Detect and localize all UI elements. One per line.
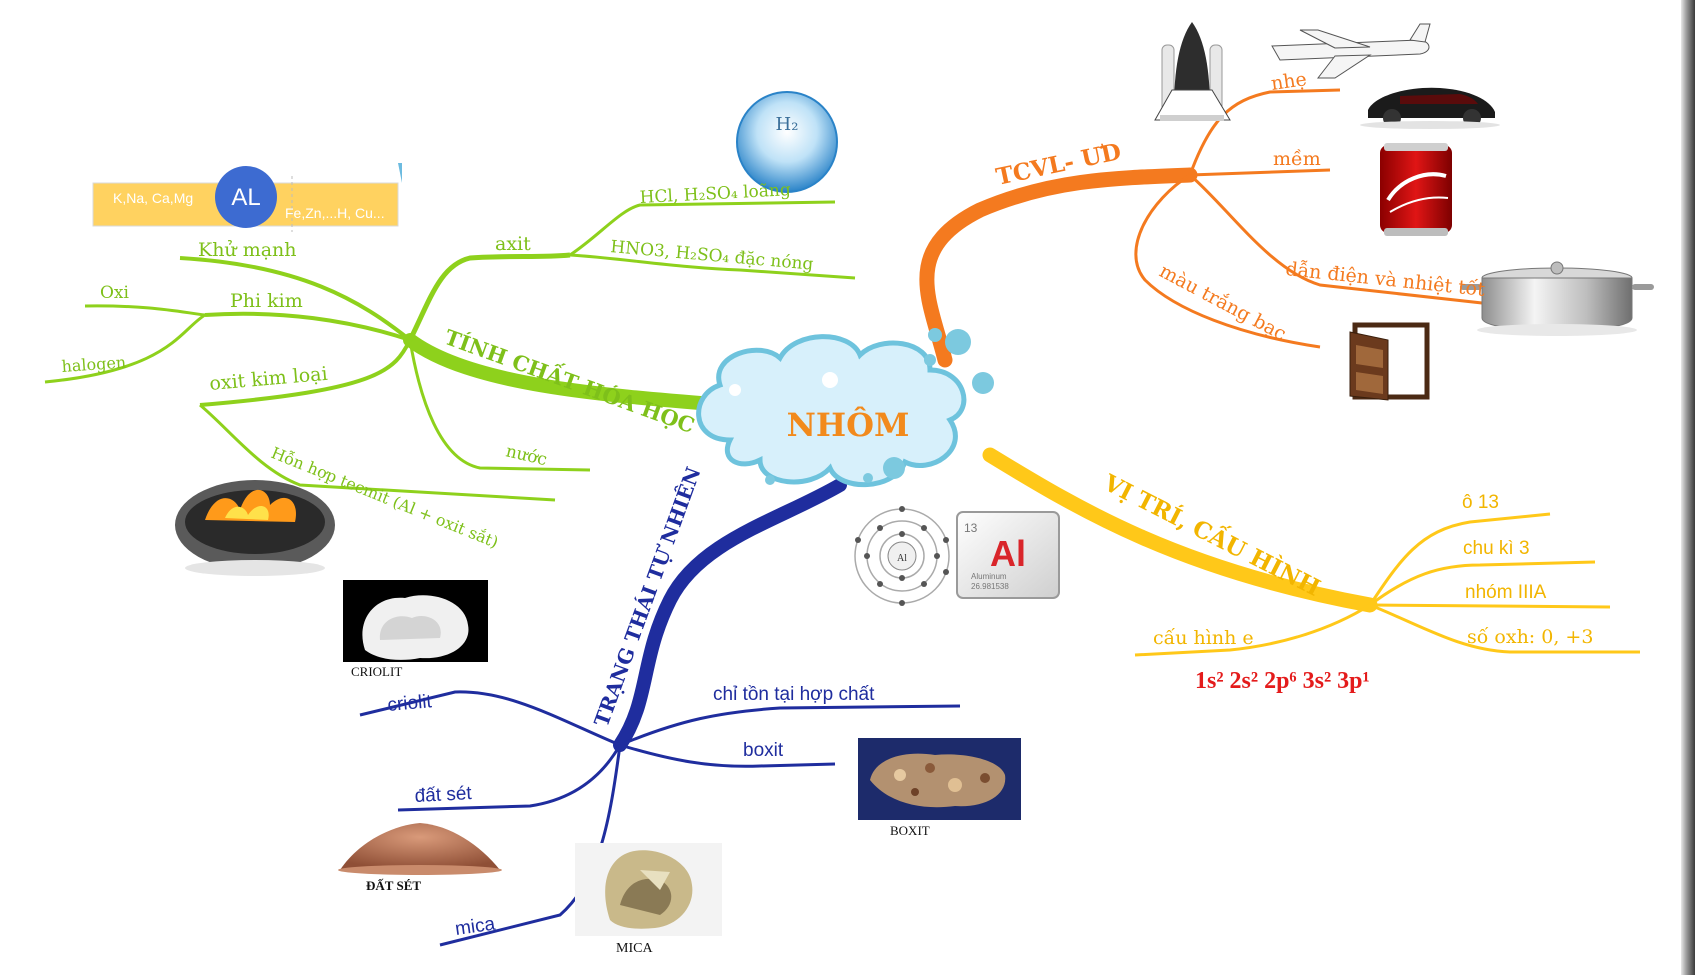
window-edge [1681,0,1695,975]
branch-position [982,447,1640,657]
caption-criolit: CRIOLIT [351,664,402,679]
atom-diagram-icon: Al [854,506,950,606]
nature-criolit: criolit [387,691,434,716]
caption-boxit: BOXIT [890,823,930,838]
element-mass: 26.981538 [971,582,1009,591]
h2-sphere-icon: H₂ [736,91,838,193]
phys-mem: mềm [1273,148,1321,170]
nature-dat-set: đất sét [414,783,473,807]
branch-chemical [44,200,856,502]
chem-nuoc: nước [504,441,549,470]
element-name: Aluminum [971,572,1007,581]
thermite-fire-icon [175,480,335,576]
pos-electron-config: 1s² 2s² 2p⁶ 3s² 3p¹ [1195,668,1370,694]
atom-label: Al [897,553,907,564]
chem-oxi: Oxi [100,283,130,303]
chem-khu-manh: Khử mạnh [198,239,297,261]
chem-axit: axit [495,233,531,255]
criolit-photo [343,580,488,662]
phys-nhe: nhẹ [1270,68,1308,95]
phys-dan-dien: dẫn điện và nhiệt tốt [1284,258,1486,301]
space-shuttle-icon [1154,22,1231,121]
pos-chu-ki: chu kì 3 [1463,538,1530,559]
door-icon [1349,322,1430,401]
cola-can-icon [1380,143,1452,236]
center-cloud [696,328,994,488]
airplane-icon [1271,23,1431,79]
pos-cau-hinh: cấu hình e [1153,627,1254,649]
h2-label: H₂ [776,114,799,135]
center-title: NHÔM [787,406,910,444]
chem-halogen: halogen [61,353,127,376]
al-badge: AL [231,184,260,211]
element-symbol: Al [990,533,1026,574]
nature-chi-ton-tai: chỉ tồn tại hợp chất [713,684,875,705]
caption-dat-set: ĐẤT SÉT [366,878,421,893]
series-right-label: Fe,Zn,...H, Cu... [285,205,385,221]
pos-nhom: nhóm IIIA [1465,582,1547,603]
series-left-label: K,Na, Ca,Mg [113,190,193,206]
branch-chemical-label: TÍNH CHẤT HÓA HỌC [441,322,698,438]
pos-o13: ô 13 [1462,492,1499,513]
dat-set-photo [338,823,502,875]
pos-so-oxh: số oxh: 0, +3 [1467,626,1593,648]
nature-mica: mica [454,914,497,940]
element-tile: 13 Al Aluminum 26.981538 [956,511,1060,599]
cooking-pot-icon [1460,261,1654,336]
nature-boxit: boxit [743,740,784,761]
activity-series: K,Na, Ca,Mg Fe,Zn,...H, Cu... AL [92,163,402,232]
boxit-photo [858,738,1021,820]
sports-car-icon [1360,87,1500,129]
mica-photo [575,843,722,936]
caption-mica: MICA [616,941,653,956]
chem-phi-kim: Phi kim [230,290,303,312]
element-number: 13 [964,521,978,535]
